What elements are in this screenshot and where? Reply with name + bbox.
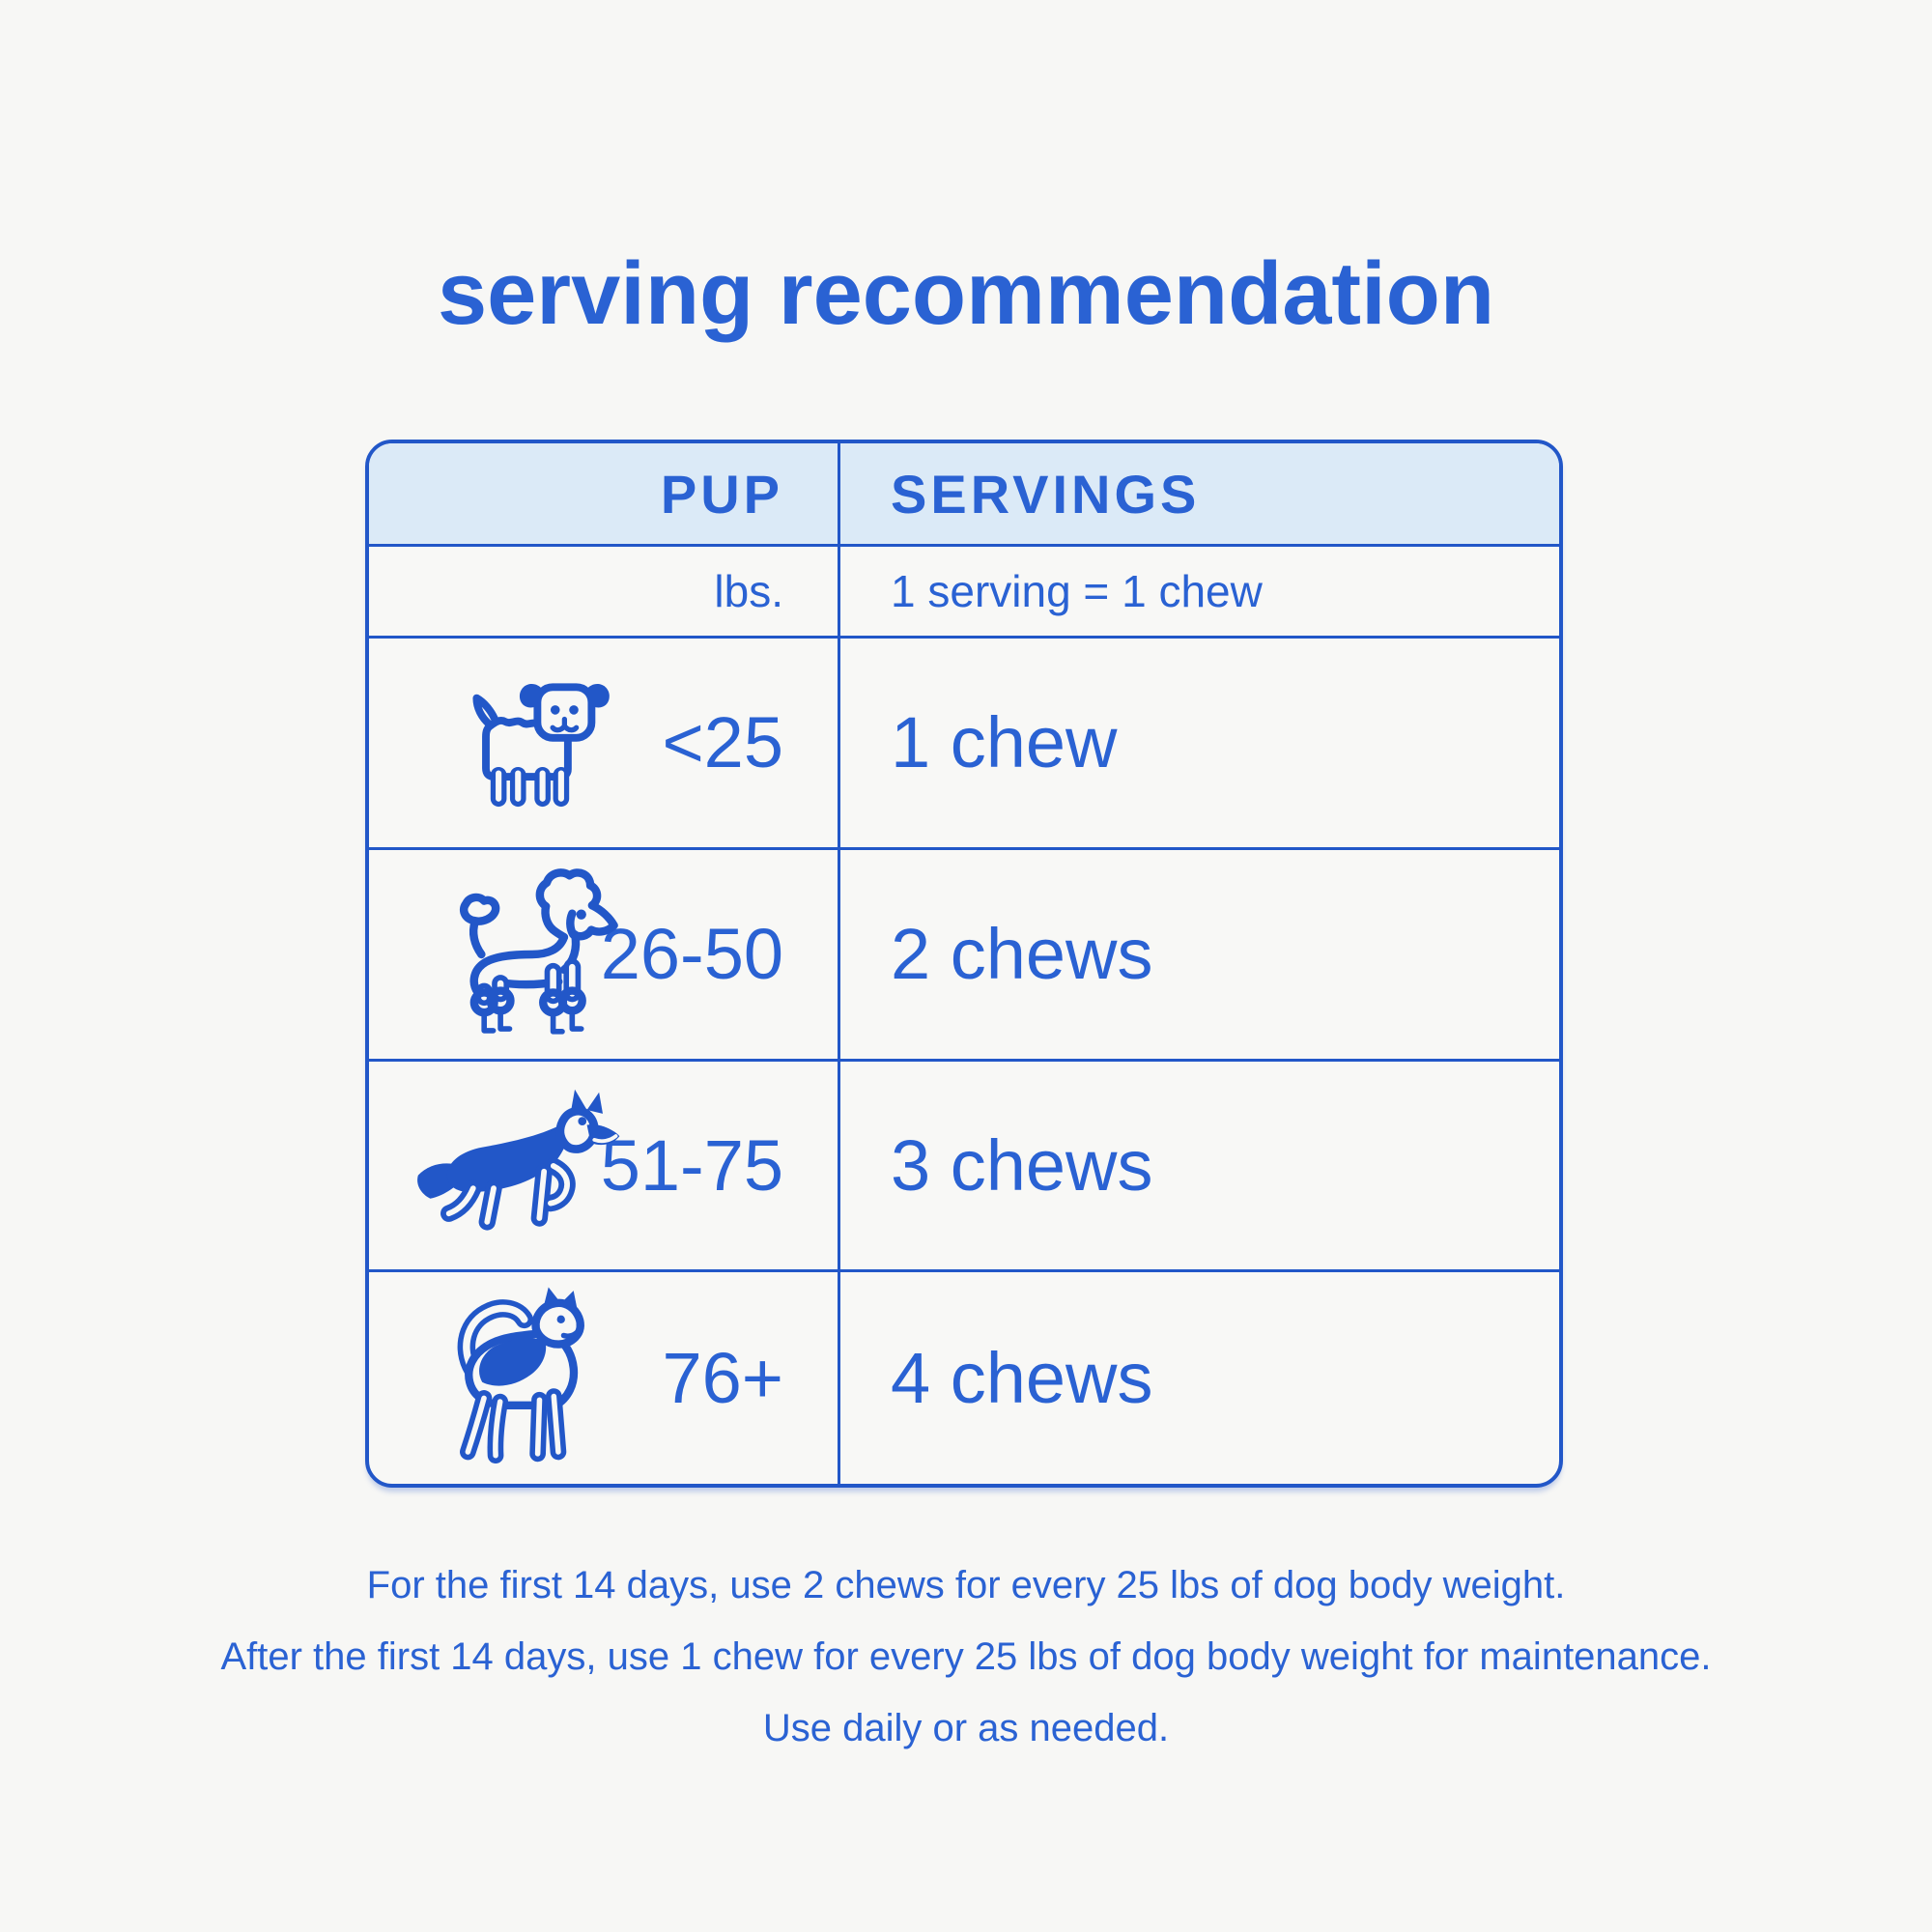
header-pup-label: PUP [660,463,783,525]
servings-value: 4 chews [891,1338,1153,1419]
subheader-cell-lbs: lbs. [369,547,840,639]
servings-value: 2 chews [891,914,1153,995]
serving-table: PUP SERVINGS lbs. 1 serving = 1 chew <25… [365,440,1563,1488]
weight-range-label: <25 [662,702,783,783]
table-row-3-servings: 3 chews [840,1062,1559,1273]
serving-equivalence-label: 1 serving = 1 chew [891,566,1263,616]
husky-icon [457,1287,584,1463]
servings-value: 3 chews [891,1124,1153,1206]
poodle-icon [459,867,618,1035]
table-row-1-pup: <25 [369,639,840,850]
subheader-cell-serving-note: 1 serving = 1 chew [840,547,1559,639]
usage-line-2: After the first 14 days, use 1 chew for … [220,1635,1712,1678]
usage-line-3: Use daily or as needed. [762,1707,1170,1749]
table-row-4-servings: 4 chews [840,1272,1559,1484]
page-title: serving recommendation [437,244,1495,343]
usage-instructions: For the first 14 days, use 2 chews for e… [0,1549,1932,1764]
weight-range-label: 51-75 [600,1124,783,1206]
small-dog-icon [472,683,610,807]
shepherd-icon [417,1090,620,1231]
weight-range-label: 26-50 [600,914,783,995]
table-row-4-pup: 76+ [369,1272,840,1484]
header-cell-servings: SERVINGS [840,443,1559,547]
weight-range-label: 76+ [662,1338,783,1419]
header-servings-label: SERVINGS [891,463,1201,525]
table-row-2-pup: 26-50 [369,849,840,1062]
table-row-1-servings: 1 chew [840,639,1559,850]
table-row-2-servings: 2 chews [840,850,1559,1062]
header-cell-pup: PUP [369,443,840,547]
usage-line-1: For the first 14 days, use 2 chews for e… [366,1564,1566,1606]
table-row-3-pup: 51-75 [369,1061,840,1273]
lbs-unit-label: lbs. [714,566,783,616]
servings-value: 1 chew [891,702,1118,783]
